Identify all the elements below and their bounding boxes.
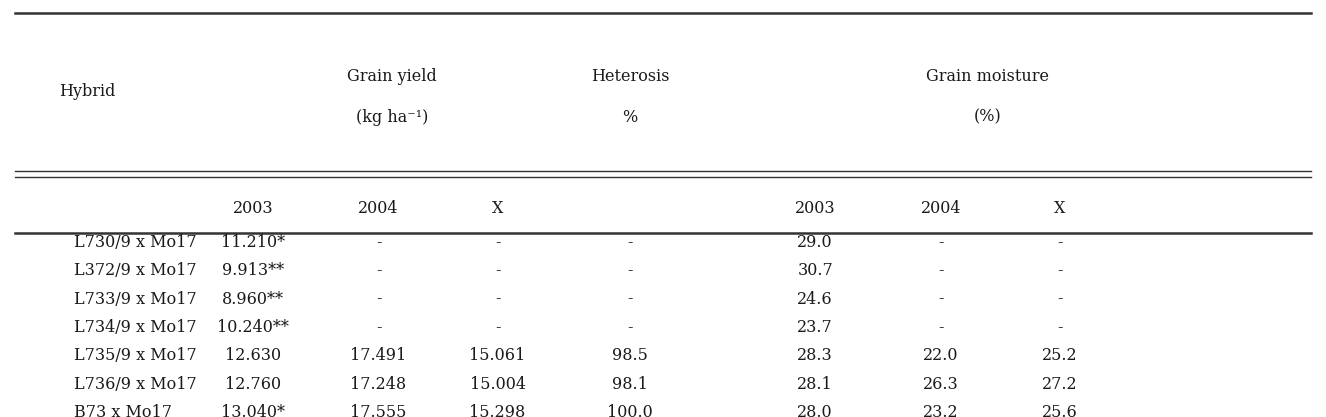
Text: B73 x Mo17: B73 x Mo17 [74,404,172,417]
Text: -: - [375,291,382,307]
Text: 12.630: 12.630 [224,347,281,364]
Text: Hybrid: Hybrid [60,83,115,100]
Text: 17.491: 17.491 [350,347,407,364]
Text: 11.210*: 11.210* [220,234,285,251]
Text: 29.0: 29.0 [797,234,833,251]
Text: -: - [495,291,500,307]
Text: 24.6: 24.6 [797,291,833,307]
Text: 17.248: 17.248 [350,376,407,392]
Text: 10.240**: 10.240** [217,319,289,336]
Text: 15.061: 15.061 [469,347,525,364]
Text: 9.913**: 9.913** [221,262,284,279]
Text: -: - [1057,291,1062,307]
Text: -: - [627,291,633,307]
Text: 13.040*: 13.040* [221,404,285,417]
Text: Grain moisture: Grain moisture [926,68,1049,85]
Text: Heterosis: Heterosis [590,68,670,85]
Text: -: - [937,262,944,279]
Text: X: X [1054,200,1066,217]
Text: 98.5: 98.5 [613,347,648,364]
Text: -: - [937,291,944,307]
Text: Grain yield: Grain yield [347,68,436,85]
Text: 15.004: 15.004 [469,376,525,392]
Text: 26.3: 26.3 [923,376,959,392]
Text: -: - [627,319,633,336]
Text: (kg ha⁻¹): (kg ha⁻¹) [355,109,428,126]
Text: 28.1: 28.1 [797,376,833,392]
Text: 2003: 2003 [794,200,835,217]
Text: -: - [1057,234,1062,251]
Text: 8.960**: 8.960** [221,291,284,307]
Text: L372/9 x Mo17: L372/9 x Mo17 [74,262,196,279]
Text: X: X [492,200,504,217]
Text: 2004: 2004 [358,200,399,217]
Text: L736/9 x Mo17: L736/9 x Mo17 [74,376,198,392]
Text: -: - [627,262,633,279]
Text: -: - [937,319,944,336]
Text: -: - [937,234,944,251]
Text: 23.7: 23.7 [797,319,833,336]
Text: 22.0: 22.0 [923,347,959,364]
Text: 15.298: 15.298 [469,404,525,417]
Text: -: - [375,234,382,251]
Text: L733/9 x Mo17: L733/9 x Mo17 [74,291,198,307]
Text: -: - [495,319,500,336]
Text: 30.7: 30.7 [797,262,833,279]
Text: L735/9 x Mo17: L735/9 x Mo17 [74,347,198,364]
Text: -: - [1057,319,1062,336]
Text: -: - [375,262,382,279]
Text: 98.1: 98.1 [613,376,648,392]
Text: L730/9 x Mo17: L730/9 x Mo17 [74,234,196,251]
Text: 25.6: 25.6 [1042,404,1078,417]
Text: -: - [495,262,500,279]
Text: -: - [627,234,633,251]
Text: %: % [622,109,638,126]
Text: (%): (%) [973,109,1001,126]
Text: 25.2: 25.2 [1042,347,1078,364]
Text: 28.3: 28.3 [797,347,833,364]
Text: -: - [375,319,382,336]
Text: -: - [495,234,500,251]
Text: 12.760: 12.760 [224,376,281,392]
Text: L734/9 x Mo17: L734/9 x Mo17 [74,319,196,336]
Text: 23.2: 23.2 [923,404,959,417]
Text: 17.555: 17.555 [350,404,407,417]
Text: -: - [1057,262,1062,279]
Text: 27.2: 27.2 [1042,376,1078,392]
Text: 2003: 2003 [232,200,273,217]
Text: 28.0: 28.0 [797,404,833,417]
Text: 2004: 2004 [920,200,961,217]
Text: 100.0: 100.0 [607,404,652,417]
